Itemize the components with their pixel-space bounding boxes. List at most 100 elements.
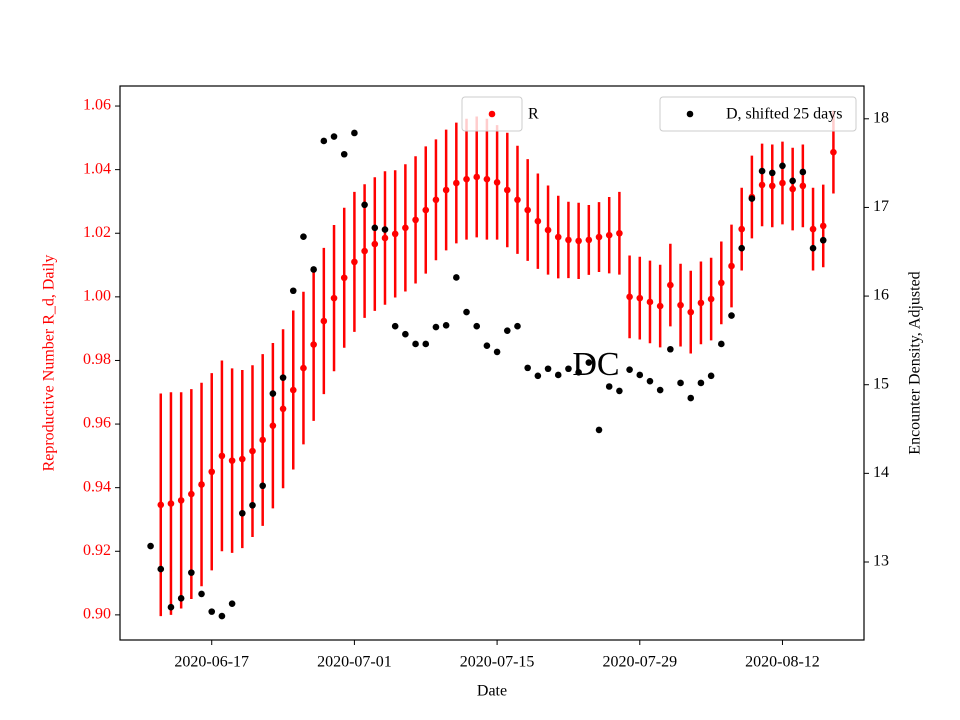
data-point (677, 379, 684, 387)
x-tick-label: 2020-07-15 (460, 654, 535, 671)
data-point (544, 226, 552, 234)
data-point (646, 377, 654, 385)
data-point (289, 287, 297, 295)
data-point (697, 379, 705, 387)
data-point (188, 569, 195, 576)
data-point (605, 383, 613, 390)
data-point (228, 600, 236, 607)
data-point (483, 342, 491, 350)
data-point (157, 565, 165, 573)
data-point (595, 233, 603, 241)
data-point (208, 608, 216, 615)
data-point (340, 274, 348, 282)
data-point (228, 457, 236, 464)
y2-tick-label: 17 (873, 198, 889, 215)
data-point (779, 179, 786, 187)
y2-tick-label: 15 (873, 375, 889, 392)
x-tick-label: 2020-07-01 (317, 654, 392, 671)
data-point (493, 179, 501, 186)
data-point (616, 387, 623, 395)
data-point (361, 247, 368, 255)
data-point (768, 182, 776, 190)
y2-tick-label: 13 (873, 553, 889, 570)
data-point (728, 262, 735, 270)
data-point (738, 244, 745, 252)
data-point (565, 365, 572, 373)
data-point (758, 181, 766, 189)
data-point (218, 452, 226, 460)
data-point (239, 509, 246, 517)
y-axis-label: Reproductive Number R_d, Daily (41, 255, 58, 472)
data-point (259, 436, 266, 444)
data-point (616, 229, 623, 237)
data-point (575, 237, 582, 245)
data-point (514, 322, 521, 330)
x-tick-label: 2020-07-29 (602, 654, 677, 671)
data-point (432, 323, 440, 331)
data-point (177, 497, 185, 504)
data-point (177, 595, 185, 602)
data-point (351, 129, 358, 137)
data-point (656, 302, 664, 310)
data-point (789, 185, 796, 193)
data-point (249, 501, 256, 509)
data-point (188, 490, 195, 498)
data-point (239, 455, 246, 463)
x-tick-label: 2020-08-12 (745, 654, 820, 671)
data-point (677, 301, 684, 309)
data-point (758, 167, 766, 175)
data-point (330, 133, 338, 140)
data-point (310, 266, 317, 273)
data-point (473, 322, 481, 330)
data-point (422, 340, 430, 348)
data-point (198, 481, 205, 488)
data-point (809, 244, 817, 252)
y-tick-label: 0.98 (83, 351, 111, 368)
data-point (799, 182, 807, 190)
data-point (830, 148, 837, 156)
data-point (565, 236, 572, 244)
data-point (320, 317, 328, 325)
data-point (544, 365, 552, 373)
data-point (463, 175, 470, 183)
data-point (412, 216, 419, 224)
data-point (595, 426, 603, 434)
y-tick-label: 0.94 (83, 478, 111, 495)
data-point (269, 422, 277, 429)
data-point (330, 294, 338, 302)
data-point (493, 348, 501, 356)
y2-tick-label: 16 (873, 287, 889, 304)
data-point (554, 233, 562, 241)
data-point (779, 162, 786, 170)
data-point (249, 447, 256, 455)
y2-tick-label: 14 (873, 464, 889, 481)
data-point (819, 222, 827, 230)
data-point (218, 612, 226, 620)
data-point (453, 274, 460, 281)
data-point (707, 295, 715, 303)
data-point (585, 359, 593, 366)
data-point (310, 341, 317, 348)
y-tick-label: 0.96 (83, 415, 111, 432)
data-point (361, 201, 368, 209)
data-point (575, 369, 582, 376)
data-point (534, 217, 542, 225)
data-point (371, 224, 379, 232)
x-axis-label: Date (477, 683, 507, 700)
data-point (198, 590, 205, 598)
data-point (279, 374, 287, 381)
data-point (391, 230, 399, 238)
data-point (442, 322, 450, 329)
data-point (147, 542, 154, 550)
y-tick-label: 0.92 (83, 542, 111, 559)
data-point (463, 308, 470, 316)
data-point (483, 175, 491, 183)
data-point (320, 137, 328, 145)
data-point (667, 281, 674, 289)
data-point (391, 322, 399, 330)
data-point (503, 186, 511, 194)
legend-marker (488, 110, 496, 118)
data-point (269, 390, 277, 397)
data-point (402, 330, 409, 338)
data-point (534, 372, 542, 380)
